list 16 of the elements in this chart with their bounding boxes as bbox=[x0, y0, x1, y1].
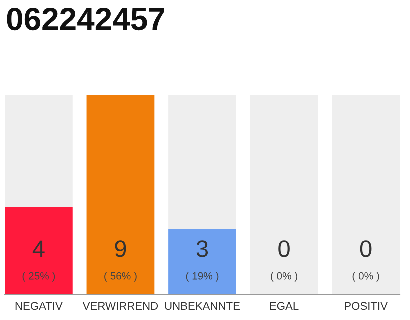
annotation: ( 0% ) bbox=[352, 272, 380, 282]
annotation: ( 19% ) bbox=[186, 272, 219, 282]
x-tick-label: POSITIV bbox=[345, 302, 388, 310]
annotation: ( 25% ) bbox=[22, 272, 56, 282]
annotation: 9 bbox=[115, 240, 126, 258]
chart-title: 062242457 bbox=[7, 8, 164, 31]
x-tick-label: VERWIRREND bbox=[82, 302, 158, 310]
x-tick-label: EGAL bbox=[270, 302, 299, 310]
annotation: ( 0% ) bbox=[271, 272, 298, 282]
x-tick-label: NEGATIV bbox=[16, 302, 63, 310]
annotation: 4 bbox=[32, 240, 45, 258]
annotation: ( 56% ) bbox=[104, 272, 137, 282]
annotation: 0 bbox=[278, 240, 290, 258]
x-tick-label: UNBEKANNTE bbox=[165, 302, 240, 310]
annotation: 0 bbox=[360, 240, 372, 258]
annotation: 3 bbox=[196, 240, 208, 258]
